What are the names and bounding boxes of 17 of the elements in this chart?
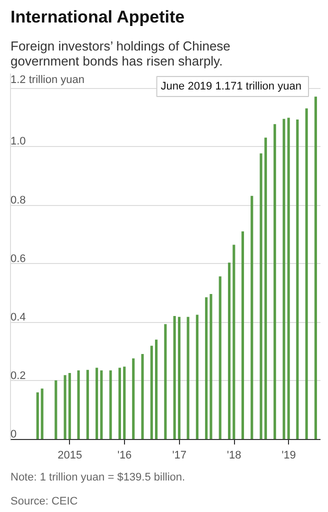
x-tick-label: '17 [172,450,187,462]
y-tick-label: 0.6 [10,252,26,265]
y-tick-label: 1.0 [10,136,26,148]
text: Note: 1 trillion yuan = $139.5 billion. [10,472,186,484]
chart-subtitle: Foreign investors’ holdings of Chinese government bonds has risen sharply. [10,38,230,68]
y-tick-label: 0.2 [10,370,26,382]
chart-title: International Appetite [10,8,185,26]
y-tick-label: 1.2 trillion yuan [10,74,84,86]
x-tick-label: 2015 [58,450,82,462]
y-tick-label: 0.4 [10,311,26,324]
y-tick-label: 0 [10,428,17,440]
x-tick-label: '18 [226,450,242,462]
y-tick-label: 0.8 [10,194,26,206]
x-tick-label: '16 [117,450,132,462]
annotation: June 2019 1.171 trillion yuan [160,80,302,92]
source-note: Source: CEIC [10,496,78,508]
x-tick-label: '19 [282,450,296,462]
